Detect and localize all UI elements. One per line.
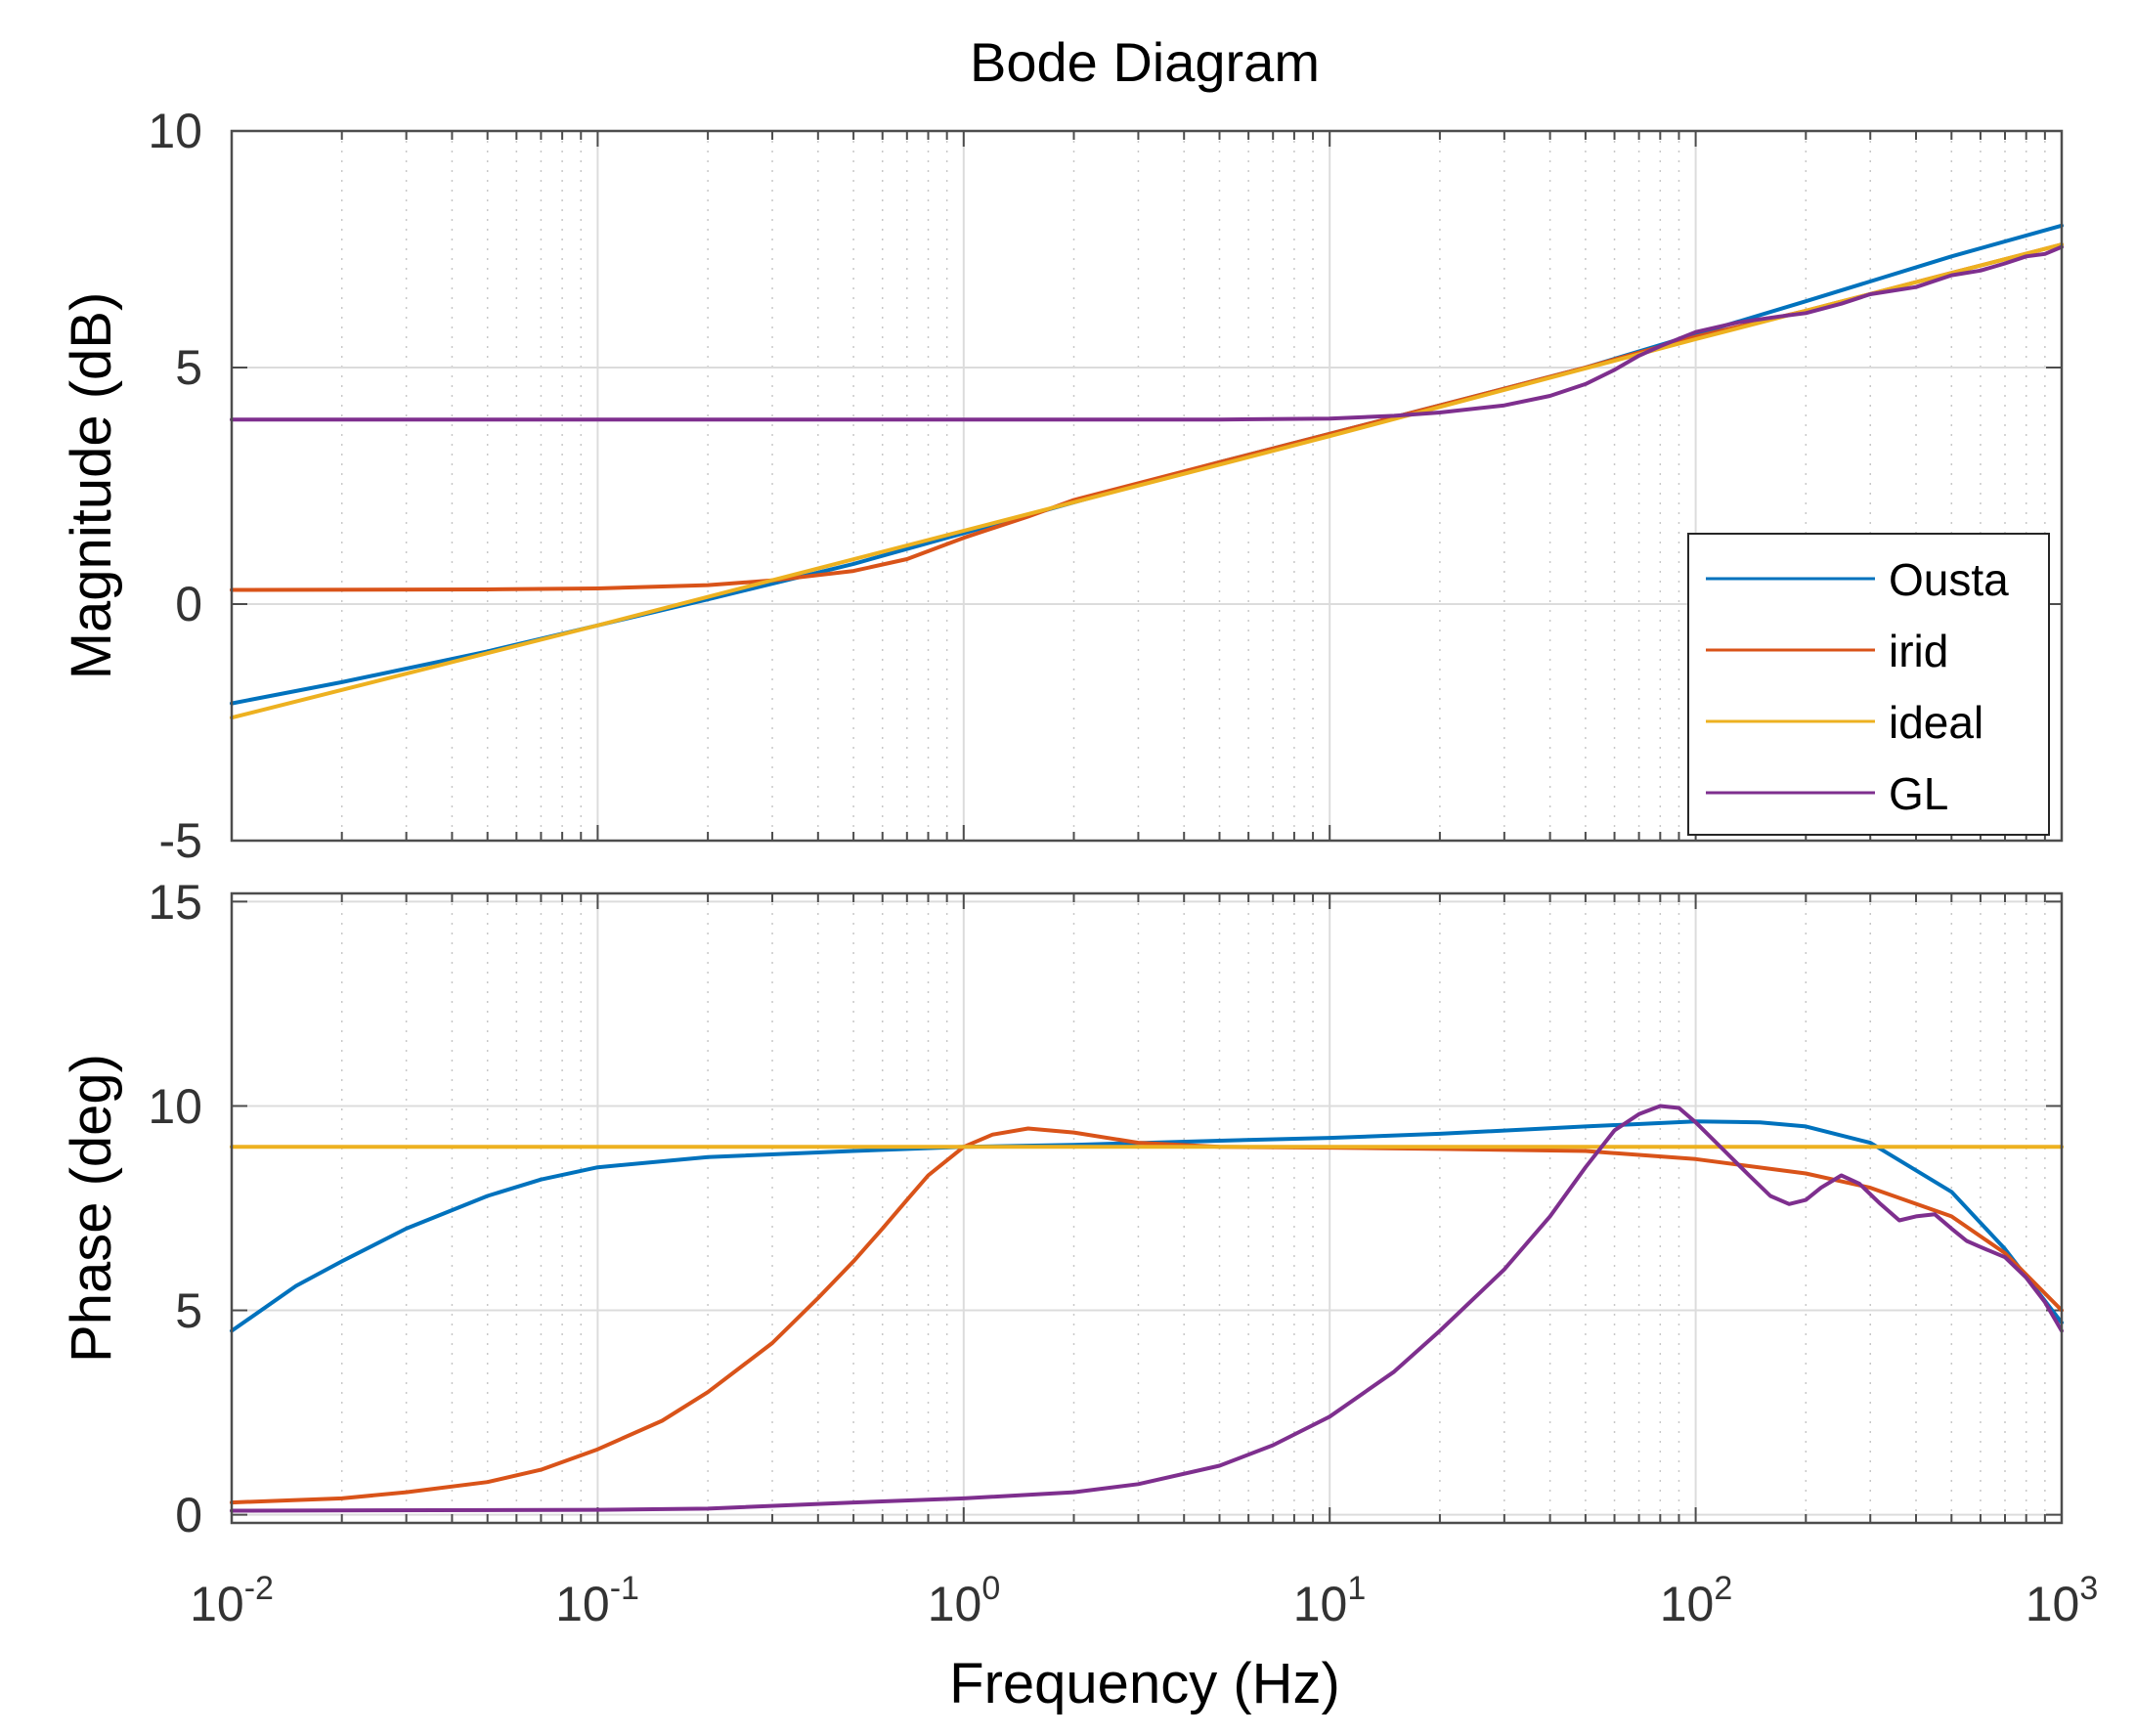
magnitude-y-axis-label: Magnitude (dB) [60, 292, 123, 680]
x-tick-label: 103 [2026, 1570, 2099, 1631]
x-tick-label: 10-1 [555, 1570, 639, 1631]
magnitude-y-tick-label: 10 [148, 104, 202, 158]
x-tick-label: 101 [1293, 1570, 1367, 1631]
phase-axes-frame [230, 891, 2064, 1525]
x-tick-label: 102 [1660, 1570, 1733, 1631]
x-tick-labels: 10-2 10-1 100 101 102 103 [190, 1570, 2098, 1631]
phase-y-tick-labels: 15 10 5 0 [148, 875, 202, 1542]
x-axis-label: Frequency (Hz) [949, 1652, 1340, 1715]
legend-label-ousta: Ousta [1889, 554, 2009, 605]
x-tick-label: 100 [928, 1570, 1001, 1631]
legend-label-ideal: ideal [1889, 697, 1983, 748]
phase-y-tick-label: 5 [175, 1283, 202, 1338]
phase-y-tick-label: 15 [148, 875, 202, 930]
magnitude-y-tick-labels: 10 5 0 -5 [148, 104, 202, 868]
magnitude-panel: 10 5 0 -5 Magnitude (dB) [60, 104, 2064, 868]
series-line-ideal [230, 242, 2064, 720]
phase-ticks [231, 893, 2062, 1523]
series-line-gl [230, 1104, 2064, 1513]
phase-y-tick-label: 10 [148, 1079, 202, 1134]
legend: Ousta irid ideal GL [1687, 533, 2050, 836]
magnitude-y-tick-label: -5 [159, 813, 202, 868]
chart-title: Bode Diagram [970, 31, 1320, 93]
series-line-gl [230, 244, 2064, 422]
phase-y-tick-label: 0 [175, 1488, 202, 1542]
magnitude-y-tick-label: 0 [175, 577, 202, 631]
phase-y-axis-label: Phase (deg) [60, 1054, 123, 1363]
x-tick-label: 10-2 [190, 1570, 274, 1631]
legend-label-gl: GL [1889, 768, 1948, 819]
phase-grid [232, 893, 2062, 1523]
magnitude-lines [230, 223, 2064, 720]
phase-plot-area [232, 893, 2062, 1523]
legend-label-irid: irid [1889, 626, 1948, 676]
legend-box [1687, 533, 2050, 836]
phase-lines [230, 1104, 2064, 1513]
magnitude-axes-frame [230, 129, 2064, 843]
phase-panel: 15 10 5 0 Phase (deg) [60, 875, 2064, 1542]
magnitude-y-tick-label: 5 [175, 340, 202, 395]
